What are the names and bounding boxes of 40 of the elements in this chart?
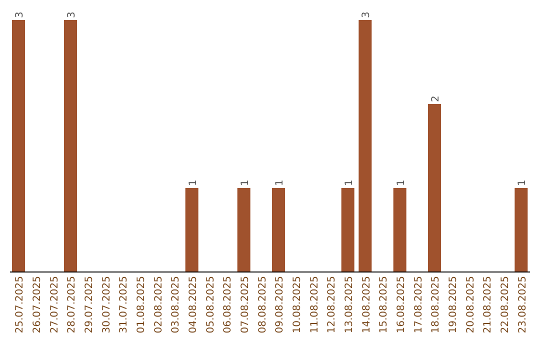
- x-tick-label: 08.08.2025: [257, 276, 268, 334]
- data-label: 2: [430, 96, 442, 102]
- x-tick-label: 13.08.2025: [344, 276, 355, 334]
- data-label: 3: [14, 12, 26, 18]
- x-tick-label: 10.08.2025: [292, 276, 303, 334]
- x-tick-label: 11.08.2025: [309, 276, 320, 334]
- x-tick-label: 12.08.2025: [326, 276, 338, 334]
- x-tick-label: 29.07.2025: [84, 276, 95, 334]
- x-tick-label: 03.08.2025: [170, 276, 182, 334]
- x-tick-label: 14.08.2025: [361, 276, 372, 334]
- x-tick-label: 06.08.2025: [222, 276, 234, 334]
- x-tick-label: 01.08.2025: [136, 276, 147, 334]
- x-tick-label: 02.08.2025: [153, 276, 164, 334]
- x-tick-label: 31.07.2025: [118, 276, 130, 334]
- data-label: 1: [240, 180, 251, 186]
- x-tick-label: 28.07.2025: [66, 276, 78, 334]
- x-tick-label: 19.08.2025: [448, 276, 459, 334]
- x-tick-label: 17.08.2025: [413, 276, 424, 334]
- data-label: 1: [188, 180, 199, 186]
- x-tick-label: 16.08.2025: [396, 276, 407, 334]
- data-label: 3: [361, 12, 372, 18]
- x-tick-label: 09.08.2025: [274, 276, 286, 334]
- x-tick-label: 15.08.2025: [378, 276, 390, 334]
- data-label: 1: [517, 180, 528, 186]
- x-tick-label: 20.08.2025: [465, 276, 476, 334]
- data-label: 1: [274, 180, 286, 186]
- x-tick-label: 26.07.2025: [32, 276, 43, 334]
- x-tick-label: 05.08.2025: [205, 276, 216, 334]
- x-tick-label: 30.07.2025: [101, 276, 112, 334]
- data-label: 3: [66, 12, 78, 18]
- data-label: 1: [396, 180, 407, 186]
- x-tick-label: 21.08.2025: [482, 276, 494, 334]
- x-tick-label: 23.08.2025: [517, 276, 528, 334]
- x-tick-label: 27.07.2025: [49, 276, 60, 334]
- x-tick-label: 22.08.2025: [500, 276, 511, 334]
- x-tick-label: 07.08.2025: [240, 276, 251, 334]
- x-tick-label: 18.08.2025: [430, 276, 442, 334]
- x-tick-label: 25.07.2025: [14, 276, 26, 334]
- x-tick-label: 04.08.2025: [188, 276, 199, 334]
- data-label: 1: [344, 180, 355, 186]
